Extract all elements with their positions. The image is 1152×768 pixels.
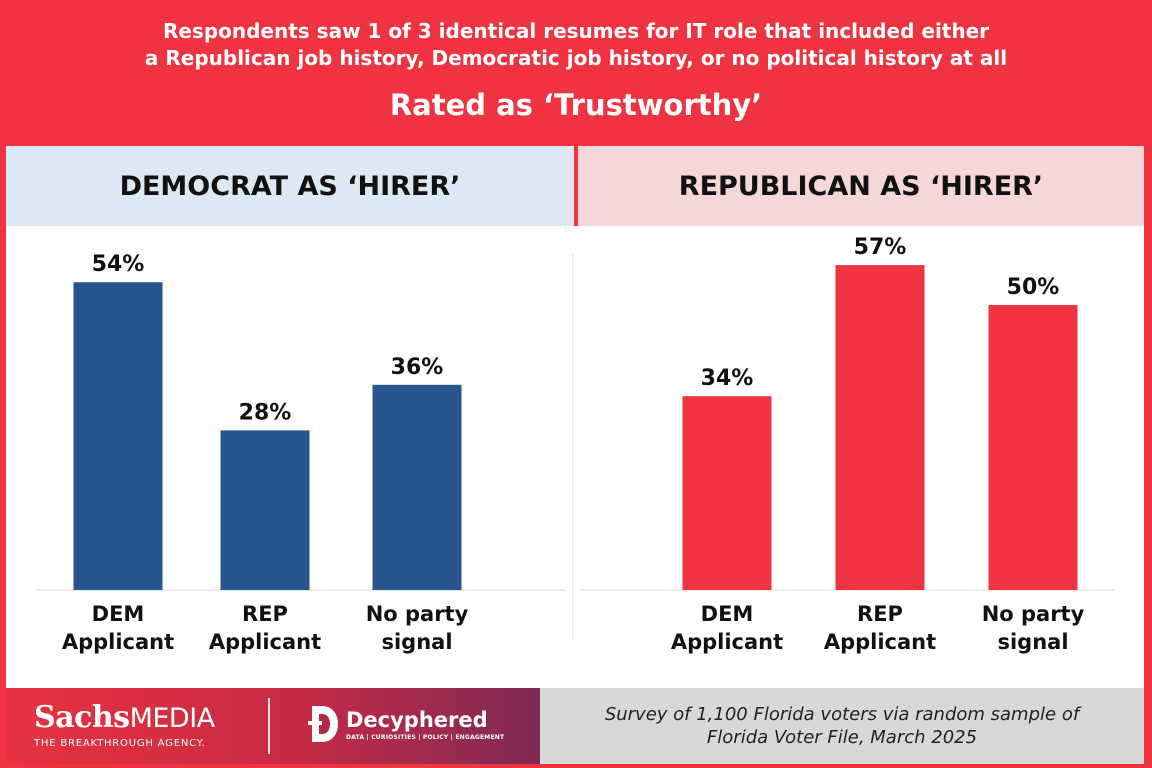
decyphered-logo-tagline: DATA | CURIOSITIES | POLICY | ENGAGEMENT (346, 733, 505, 741)
bar-republican-hirer-2 (988, 305, 1078, 590)
subtitle-line-2: a Republican job history, Democratic job… (144, 46, 1008, 70)
source-note: Survey of 1,100 Florida voters via rando… (540, 688, 1144, 764)
category-label: Applicant (62, 630, 174, 654)
source-note-line-1: Survey of 1,100 Florida voters via rando… (604, 704, 1080, 725)
category-label: Applicant (824, 630, 936, 654)
data-label: 50% (1007, 275, 1060, 300)
data-label: 28% (239, 400, 292, 425)
bar-chart-svg: 54% DEM Applicant 28% REP Applicant 36% No part… (36, 235, 1114, 654)
category-label: REP (857, 602, 903, 626)
bar-republican-hirer-1 (835, 265, 925, 590)
category-label: Applicant (209, 630, 321, 654)
category-label: No party (366, 602, 469, 626)
decyphered-logo-icon (308, 706, 338, 742)
sachs-logo-wordmark-light: MEDIA (129, 703, 216, 734)
data-label: 34% (701, 366, 754, 391)
category-label: REP (242, 602, 288, 626)
category-label: signal (997, 630, 1068, 654)
bar-democrat-hirer-2 (372, 384, 462, 590)
data-label: 54% (92, 252, 145, 277)
category-label: DEM (92, 602, 145, 626)
source-note-line-2: Florida Voter File, March 2025 (706, 727, 978, 748)
chart-title: Rated as ‘Trustworthy’ (389, 88, 763, 122)
decyphered-logo: Decyphered DATA | CURIOSITIES | POLICY |… (306, 702, 504, 746)
republican-hirer-heading: REPUBLICAN AS ‘HIRER’ (578, 146, 1144, 226)
data-label: 57% (854, 235, 907, 260)
logo-divider (268, 698, 270, 754)
bar-democrat-hirer-1 (220, 430, 310, 590)
sachs-logo-tagline: THE BREAKTHROUGH AGENCY. (34, 738, 206, 749)
bar-republican-hirer-0 (682, 396, 772, 590)
subtitle-line-1: Respondents saw 1 of 3 identical resumes… (162, 19, 990, 43)
category-label: DEM (701, 602, 754, 626)
sachs-media-logo: SachsMEDIA THE BREAKTHROUGH AGENCY. (34, 700, 216, 750)
sachs-logo-wordmark-bold: Sachs (34, 700, 130, 735)
footer-logos: SachsMEDIA THE BREAKTHROUGH AGENCY. Decy… (6, 688, 540, 764)
decyphered-logo-name: Decyphered (346, 707, 488, 732)
data-label: 36% (391, 355, 444, 380)
category-label: signal (381, 630, 452, 654)
bar-democrat-hirer-0 (73, 282, 163, 590)
category-label: Applicant (671, 630, 783, 654)
category-label: No party (982, 602, 1085, 626)
democrat-hirer-heading: DEMOCRAT AS ‘HIRER’ (6, 146, 574, 226)
bar-chart-area: 54% DEM Applicant 28% REP Applicant 36% No part… (6, 226, 1144, 688)
